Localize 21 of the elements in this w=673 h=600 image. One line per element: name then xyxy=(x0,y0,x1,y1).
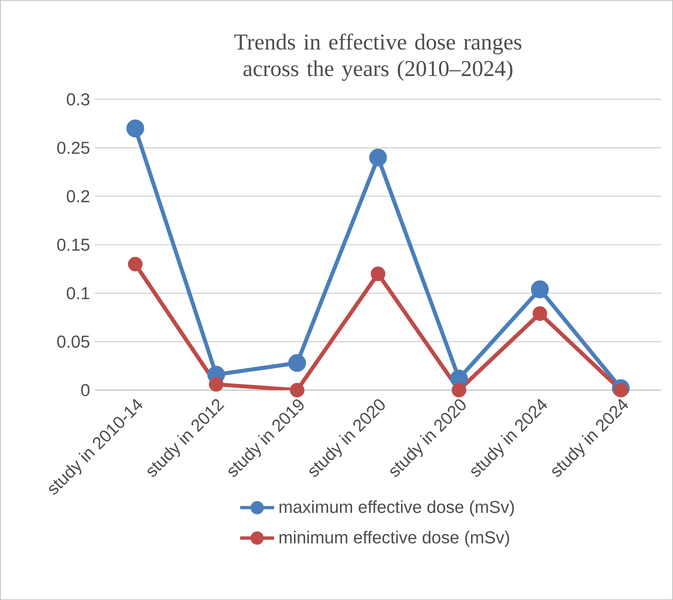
chart-title: Trends in effective dose ranges across the years (2010–2024) xyxy=(234,34,522,81)
point xyxy=(290,382,304,398)
y-tick-label: 0.15 xyxy=(57,238,90,251)
point xyxy=(452,382,466,398)
legend-label: minimum effective dose (mSv) xyxy=(280,530,510,547)
legend-label: maximum effective dose (mSv) xyxy=(280,500,514,516)
y-tick-label: 0.1 xyxy=(66,287,90,300)
point xyxy=(450,370,468,388)
y-tick-label: 0.3 xyxy=(66,93,90,106)
y-tick-label: 0.2 xyxy=(66,190,90,202)
point xyxy=(128,256,143,272)
point xyxy=(126,119,144,138)
y-tick-label: 0.25 xyxy=(57,142,90,154)
point xyxy=(370,266,386,282)
point xyxy=(288,354,306,372)
point xyxy=(531,280,549,298)
y-tick-label: 0.05 xyxy=(57,335,90,348)
y-tick-label: 0 xyxy=(81,384,90,396)
point xyxy=(208,376,224,392)
point xyxy=(532,306,548,321)
point xyxy=(369,148,387,166)
